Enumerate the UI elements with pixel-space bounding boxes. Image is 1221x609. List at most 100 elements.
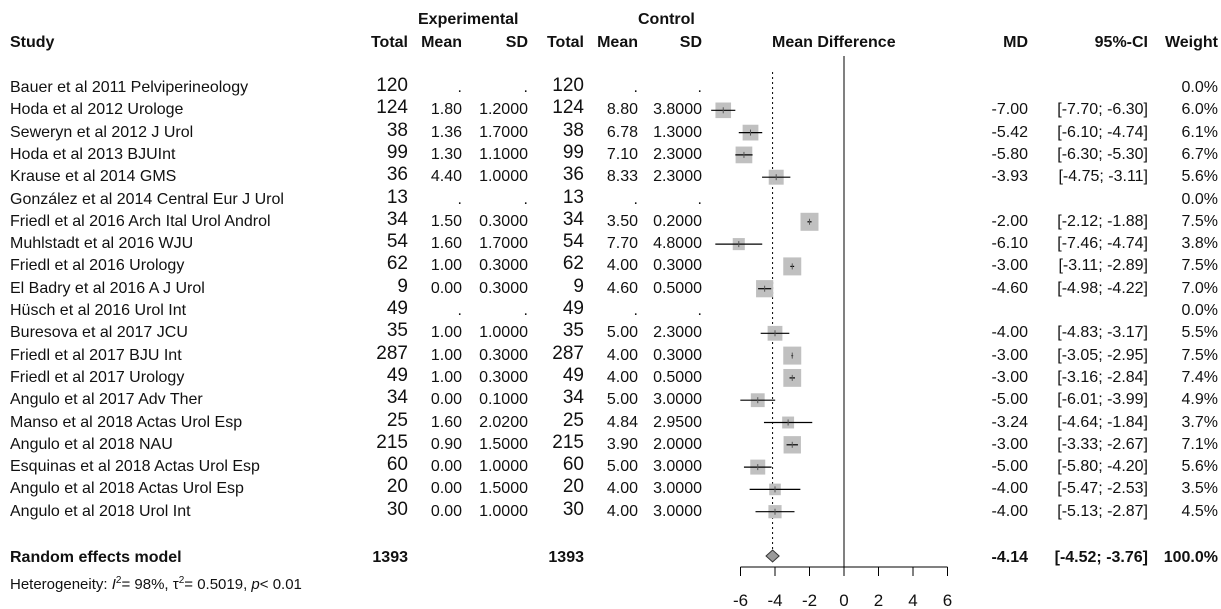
row-md: -3.24	[991, 413, 1028, 431]
row-e-mean: 0.00	[430, 391, 462, 409]
row-c-mean: 4.84	[606, 413, 638, 431]
row-c-sd: 0.3000	[653, 346, 702, 364]
header-ci: 95%-CI	[1094, 34, 1148, 51]
row-e-total: 49	[386, 364, 408, 386]
row-md: -6.10	[991, 235, 1028, 253]
row-weight: 7.5%	[1181, 212, 1218, 230]
summary-c-total: 1393	[548, 549, 584, 566]
row-study: Esquinas et al 2018 Actas Urol Esp	[10, 458, 260, 476]
row-study: Hoda et al 2012 Urologe	[10, 101, 184, 119]
header-weight: Weight	[1164, 34, 1218, 51]
row-c-sd: 3.0000	[653, 502, 702, 520]
tau-value: = 0.5019,	[184, 576, 252, 593]
row-weight: 7.1%	[1181, 435, 1218, 453]
header-e-mean: Mean	[421, 34, 462, 51]
row-study: Angulo et al 2018 Urol Int	[10, 502, 191, 520]
row-ci: [-6.30; -5.30]	[1057, 145, 1148, 163]
row-study: El Badry et al 2016 A J Urol	[10, 279, 205, 297]
row-e-total: 287	[376, 342, 408, 364]
row-c-total: 215	[552, 431, 584, 453]
row-e-mean: 4.40	[430, 168, 462, 186]
row-ci: [-6.10; -4.74]	[1057, 123, 1148, 141]
row-md: -3.00	[991, 435, 1028, 453]
row-md: -4.00	[991, 502, 1028, 520]
row-c-sd: 2.3000	[653, 168, 702, 186]
row-c-total: 120	[552, 75, 584, 96]
row-study: Seweryn et al 2012 J Urol	[10, 123, 194, 141]
row-md: -5.00	[991, 391, 1028, 409]
x-tick-label: -6	[733, 591, 748, 609]
row-c-sd: 3.0000	[653, 458, 702, 476]
row-study: Hoda et al 2013 BJUInt	[10, 145, 176, 163]
row-c-mean: 4.00	[606, 368, 638, 386]
row-md: -4.00	[991, 324, 1028, 342]
summary-md: -4.14	[991, 549, 1028, 566]
row-c-total: 99	[562, 141, 584, 163]
row-ci: [-4.64; -1.84]	[1057, 413, 1148, 431]
row-c-sd: 3.0000	[653, 391, 702, 409]
row-e-sd: .	[523, 190, 528, 208]
row-c-mean: 7.70	[606, 235, 638, 253]
row-c-total: 38	[562, 119, 584, 141]
row-e-total: 49	[386, 298, 408, 319]
row-e-sd: 0.3000	[479, 279, 528, 297]
summary-e-total: 1393	[372, 549, 408, 566]
row-c-total: 20	[562, 476, 584, 498]
row-c-total: 54	[562, 231, 584, 253]
row-e-total: 62	[386, 253, 408, 275]
row-study: González et al 2014 Central Eur J Urol	[10, 190, 284, 208]
row-study: Angulo et al 2017 Adv Ther	[10, 391, 203, 409]
row-c-total: 34	[562, 387, 584, 409]
row-weight: 7.4%	[1181, 368, 1218, 386]
row-weight: 7.5%	[1181, 257, 1218, 275]
row-ci: [-5.13; -2.87]	[1057, 502, 1148, 520]
row-e-mean: 1.00	[430, 368, 462, 386]
row-md: -5.42	[991, 123, 1028, 141]
header-md: MD	[1003, 34, 1028, 51]
row-c-mean: 5.00	[606, 324, 638, 342]
row-e-mean: 1.60	[430, 413, 462, 431]
row-c-mean: 4.60	[606, 279, 638, 297]
row-study: Bauer et al 2011 Pelviperineology	[10, 79, 249, 96]
row-weight: 0.0%	[1181, 302, 1218, 319]
row-e-sd: 1.5000	[479, 480, 528, 498]
row-c-total: 62	[562, 253, 584, 275]
row-c-total: 287	[552, 342, 584, 364]
row-ci: [-6.01; -3.99]	[1057, 391, 1148, 409]
row-e-sd: 2.0200	[479, 413, 528, 431]
row-study: Manso et al 2018 Actas Urol Esp	[10, 413, 243, 431]
x-tick-label: 6	[943, 591, 952, 609]
row-c-sd: .	[697, 302, 702, 319]
row-study: Friedl et al 2017 BJU Int	[10, 346, 182, 364]
row-c-mean: 4.00	[606, 480, 638, 498]
row-c-mean: 8.33	[606, 168, 638, 186]
x-tick-label: 2	[874, 591, 883, 609]
row-weight: 7.5%	[1181, 346, 1218, 364]
row-e-total: 35	[386, 320, 408, 342]
row-e-sd: 1.0000	[479, 168, 528, 186]
row-md: -5.00	[991, 458, 1028, 476]
row-c-total: 36	[562, 164, 584, 186]
row-c-mean: 5.00	[606, 458, 638, 476]
row-e-mean: 1.00	[430, 324, 462, 342]
i2-value: = 98%,	[121, 576, 173, 593]
row-c-sd: 2.0000	[653, 435, 702, 453]
row-weight: 3.8%	[1181, 235, 1218, 253]
header-e-total: Total	[370, 34, 408, 51]
row-c-mean: .	[633, 190, 638, 208]
row-c-total: 9	[573, 275, 584, 297]
row-c-mean: 8.80	[606, 101, 638, 119]
row-e-mean: 0.00	[430, 480, 462, 498]
row-e-sd: 1.0000	[479, 502, 528, 520]
row-c-mean: 3.50	[606, 212, 638, 230]
header-experimental: Experimental	[418, 11, 519, 28]
row-c-mean: 3.90	[606, 435, 638, 453]
row-md: -3.00	[991, 346, 1028, 364]
row-weight: 5.6%	[1181, 168, 1218, 186]
row-md: -7.00	[991, 101, 1028, 119]
row-e-sd: 1.0000	[479, 324, 528, 342]
row-e-sd: 1.2000	[479, 101, 528, 119]
row-ci: [-5.47; -2.53]	[1057, 480, 1148, 498]
row-weight: 6.1%	[1181, 123, 1218, 141]
tau-symbol: τ	[172, 576, 179, 593]
